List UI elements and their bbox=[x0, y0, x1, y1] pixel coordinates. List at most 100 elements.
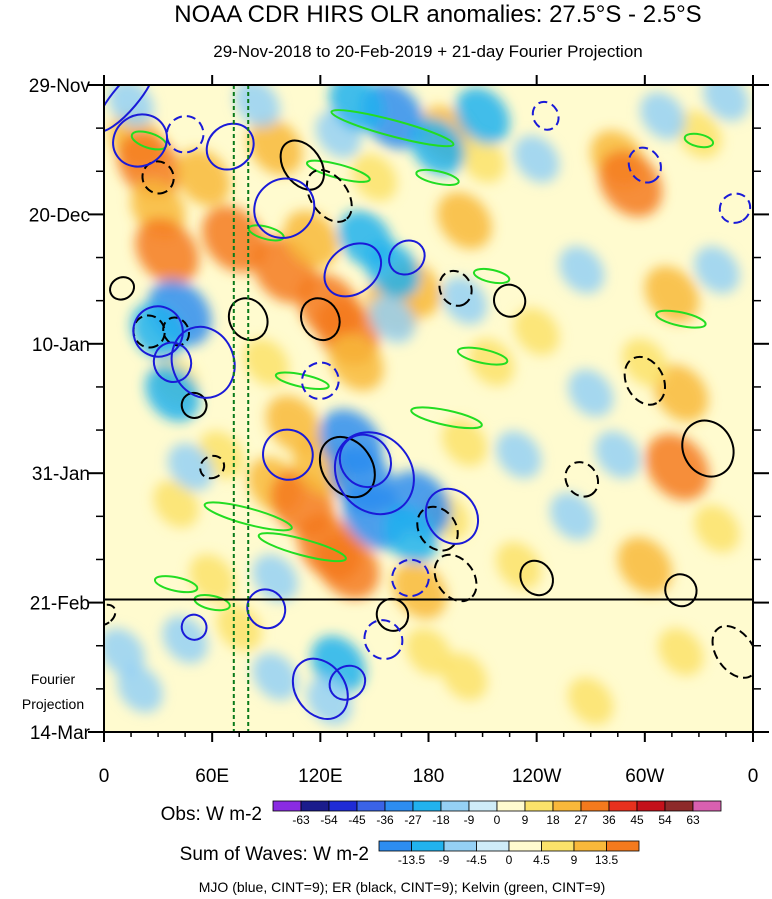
anomaly-blob-31 bbox=[645, 433, 710, 501]
x-tick-label-0: 0 bbox=[99, 766, 110, 787]
anomaly-blob-24 bbox=[392, 561, 447, 619]
mjo-contour-20 bbox=[291, 657, 349, 720]
anomaly-blob-83 bbox=[658, 628, 704, 676]
anomaly-blob-32 bbox=[622, 338, 668, 386]
chart-subtitle: 29-Nov-2018 to 20-Feb-2019 + 21-day Four… bbox=[213, 42, 643, 61]
waves-colorbar-swatch-1 bbox=[411, 840, 445, 852]
anomaly-blob-36 bbox=[189, 554, 235, 602]
obs-colorbar-swatch-3 bbox=[356, 800, 386, 812]
mjo-contour-0 bbox=[104, 85, 156, 133]
waves-colorbar-level-5: 9 bbox=[571, 853, 578, 867]
anomaly-blob-43 bbox=[694, 504, 740, 553]
obs-colorbar-swatch-6 bbox=[440, 800, 470, 812]
waves-colorbar-label: Sum of Waves: W m-2 bbox=[180, 844, 369, 865]
anomaly-blob-82 bbox=[216, 603, 262, 651]
obs-colorbar-swatch-0 bbox=[272, 800, 302, 812]
anomaly-blob-59 bbox=[410, 118, 465, 176]
anomaly-blob-16 bbox=[459, 135, 506, 183]
y-tick-label-5: 14-Mar bbox=[30, 723, 91, 744]
mjo-contour-21 bbox=[328, 664, 367, 701]
obs-colorbar-level-2: -45 bbox=[348, 813, 366, 827]
anomaly-blob-74 bbox=[104, 628, 145, 676]
obs-colorbar-swatch-8 bbox=[496, 800, 526, 812]
anomaly-blob-76 bbox=[162, 615, 208, 664]
obs-colorbar-level-7: 0 bbox=[494, 813, 501, 827]
anomaly-blob-15 bbox=[437, 192, 492, 250]
anomaly-blob-41 bbox=[351, 153, 398, 202]
mjo-contour-4 bbox=[253, 177, 316, 239]
kelvin-contour-3 bbox=[415, 168, 460, 186]
anomaly-blob-8 bbox=[284, 210, 339, 268]
anomaly-blob-79 bbox=[252, 652, 298, 701]
er-contour-11 bbox=[199, 454, 226, 480]
projection-label-line1: Fourier bbox=[31, 671, 76, 687]
waves-colorbar-level-4: 4.5 bbox=[533, 853, 550, 867]
obs-colorbar-swatch-10 bbox=[552, 800, 582, 812]
er-contour-6 bbox=[227, 297, 269, 342]
anomaly-blob-75 bbox=[117, 665, 163, 713]
obs-colorbar-swatch-14 bbox=[664, 800, 694, 812]
anomaly-blob-81 bbox=[441, 652, 488, 701]
obs-colorbar-swatch-7 bbox=[468, 800, 498, 812]
y-axis: 29-Nov 20-Dec 10-Jan 31-Jan 21-Feb 14-Mar bbox=[29, 76, 769, 744]
anomaly-blob-70 bbox=[234, 85, 280, 128]
waves-colorbar-level-2: -4.5 bbox=[466, 853, 487, 867]
y-tick-label-0: 29-Nov bbox=[29, 76, 91, 97]
anomaly-blob-65 bbox=[595, 431, 641, 479]
mjo-contour-1 bbox=[112, 113, 168, 168]
anomaly-blob-84 bbox=[568, 677, 614, 725]
obs-colorbar-level-9: 18 bbox=[546, 813, 560, 827]
er-contour-13 bbox=[416, 505, 459, 552]
obs-colorbar-swatch-9 bbox=[524, 800, 554, 812]
anomaly-blob-63 bbox=[568, 369, 614, 417]
er-contour-22 bbox=[375, 597, 410, 632]
obs-colorbar-level-4: -27 bbox=[404, 813, 422, 827]
mjo-contour-7 bbox=[132, 305, 184, 358]
mjo-contour-2 bbox=[165, 115, 205, 154]
y-tick-label-2: 10-Jan bbox=[32, 335, 90, 356]
waves-colorbar-swatch-5 bbox=[541, 840, 575, 852]
kelvin-contour-7 bbox=[655, 309, 707, 329]
er-contour-10 bbox=[180, 391, 208, 419]
x-axis: 0 60E 120E 180 120W 60W 0 bbox=[99, 75, 758, 787]
obs-colorbar-level-1: -54 bbox=[320, 813, 338, 827]
x-tick-label-5: 60W bbox=[625, 766, 664, 787]
x-tick-label-1: 60E bbox=[195, 766, 229, 787]
er-contour-19 bbox=[519, 559, 554, 597]
obs-colorbar-level-8: 9 bbox=[522, 813, 529, 827]
mjo-contour-22 bbox=[180, 613, 208, 641]
x-tick-label-3: 180 bbox=[413, 766, 445, 787]
anomaly-blob-4 bbox=[175, 148, 231, 206]
y-tick-label-4: 21-Feb bbox=[30, 594, 90, 615]
obs-colorbar-swatch-11 bbox=[580, 800, 610, 812]
obs-colorbar-swatch-15 bbox=[692, 800, 722, 812]
anomaly-blob-52 bbox=[383, 506, 438, 564]
anomaly-blob-17 bbox=[468, 338, 515, 386]
obs-colorbar-swatch-4 bbox=[384, 800, 414, 812]
waves-colorbar-level-0: -13.5 bbox=[398, 853, 426, 867]
y-tick-label-3: 31-Jan bbox=[32, 464, 90, 485]
mjo-contour-16 bbox=[627, 146, 662, 184]
er-contour-9 bbox=[493, 283, 527, 318]
mjo-contour-23 bbox=[363, 619, 404, 660]
obs-colorbar-level-13: 54 bbox=[658, 813, 672, 827]
anomaly-blob-66 bbox=[640, 92, 686, 140]
anomaly-blob-62 bbox=[559, 246, 605, 294]
er-contour-7 bbox=[300, 297, 341, 342]
waves-colorbar-level-3: 0 bbox=[506, 853, 513, 867]
obs-colorbar-label: Obs: W m-2 bbox=[161, 804, 262, 825]
kelvin-contour-11 bbox=[257, 532, 347, 563]
er-contour-12 bbox=[318, 435, 376, 499]
kelvin-contour-9 bbox=[410, 406, 483, 430]
y-tick-label-1: 20-Dec bbox=[29, 205, 90, 226]
obs-colorbar-level-10: 27 bbox=[574, 813, 588, 827]
anomaly-blob-28 bbox=[598, 150, 663, 217]
waves-colorbar-swatch-2 bbox=[443, 840, 477, 852]
wave-contours bbox=[104, 85, 753, 720]
anomaly-blob-72 bbox=[441, 276, 488, 325]
er-contour-3 bbox=[109, 276, 135, 301]
anomaly-blob-73 bbox=[495, 431, 542, 479]
anomaly-blob-29 bbox=[644, 266, 700, 323]
x-tick-label-4: 120W bbox=[512, 766, 562, 787]
